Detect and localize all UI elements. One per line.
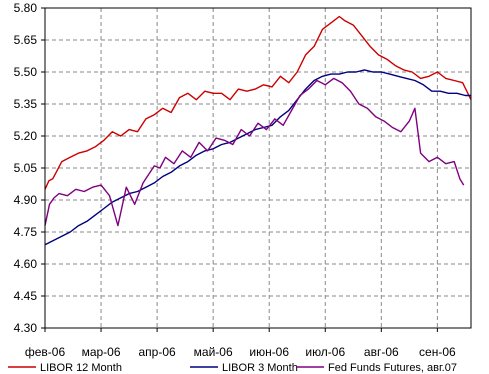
y-tick-label: 5.05: [14, 161, 38, 175]
x-tick-label: июл-06: [305, 345, 345, 359]
series-line-libor3: [44, 69, 471, 246]
x-tick-label: фев-06: [25, 345, 66, 359]
y-tick-label: 4.75: [14, 225, 38, 239]
y-tick-label: 5.80: [14, 1, 38, 15]
y-axis-ticks: 5.80 5.65 5.50 5.35 5.20 5.05 4.90 4.75 4.60 4.45…: [14, 1, 45, 335]
legend-label-libor12: LIBOR 12 Month: [40, 362, 122, 374]
grid: [45, 8, 471, 328]
y-tick-label: 4.90: [14, 193, 38, 207]
x-tick-label: авг-06: [364, 345, 399, 359]
plot-frame: [44, 7, 472, 329]
series-line-fedfunds: [44, 77, 465, 227]
x-tick-label: сен-06: [419, 345, 456, 359]
y-tick-label: 4.60: [14, 257, 38, 271]
x-tick-label: апр-06: [139, 345, 177, 359]
y-tick-label: 5.50: [14, 65, 38, 79]
legend-label-libor3: LIBOR 3 Month: [222, 362, 298, 374]
x-axis-ticks: фев-06 мар-06 апр-06 май-06 июн-06 июл-06 авг-…: [25, 328, 456, 359]
x-tick-label: июн-06: [249, 345, 289, 359]
legend-label-fedfunds: Fed Funds Futures, авг.07: [328, 362, 457, 374]
axes: [44, 7, 472, 329]
y-tick-label: 5.35: [14, 97, 38, 111]
y-tick-label: 5.65: [14, 33, 38, 47]
y-tick-label: 5.20: [14, 129, 38, 143]
series-lines: [44, 15, 472, 246]
y-tick-label: 4.30: [14, 321, 38, 335]
series-line-libor12: [44, 15, 472, 190]
legend: LIBOR 12 Month LIBOR 3 Month Fed Funds Fut…: [8, 362, 457, 374]
x-tick-label: мар-06: [82, 345, 121, 359]
y-tick-label: 4.45: [14, 289, 38, 303]
x-tick-label: май-06: [194, 345, 233, 359]
